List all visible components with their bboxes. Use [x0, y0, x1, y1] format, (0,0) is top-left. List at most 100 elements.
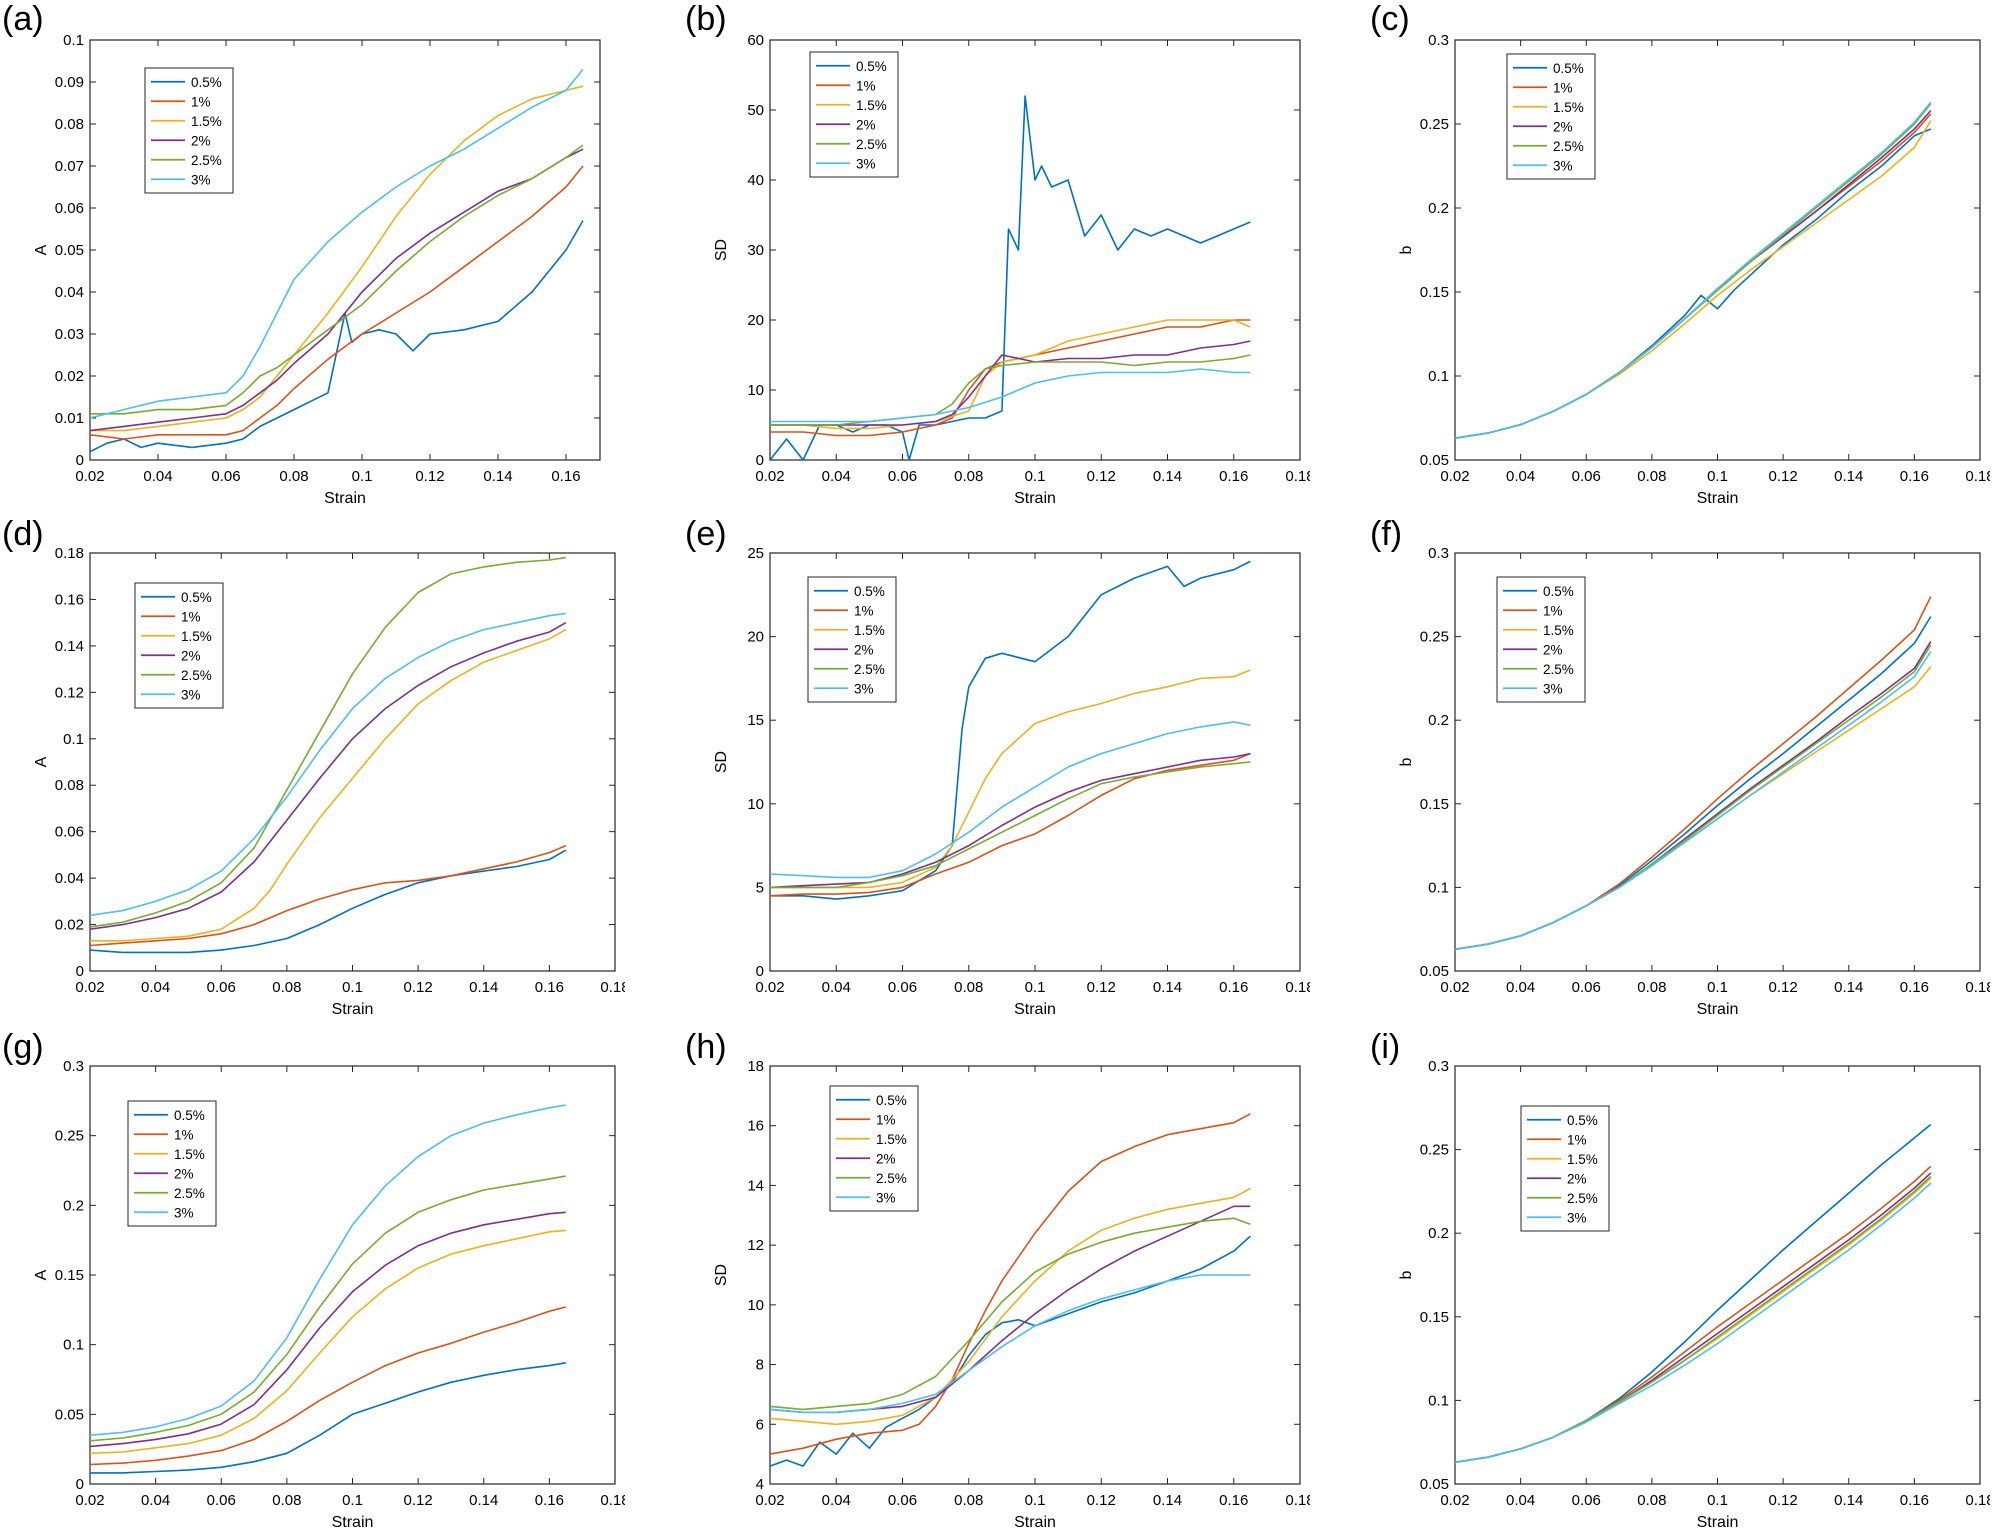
x-tick-label: 0.18	[1285, 468, 1310, 485]
y-tick-label: 20	[747, 312, 764, 329]
x-tick-label: 0.06	[1572, 468, 1601, 485]
x-tick-label: 0.14	[469, 979, 498, 996]
legend-entry: 2.5%	[1567, 1191, 1598, 1206]
x-tick-label: 0.14	[1834, 1492, 1863, 1509]
legend-entry: 1%	[856, 78, 876, 93]
x-tick-label: 0.16	[535, 979, 564, 996]
y-tick-label: 0	[756, 963, 764, 980]
legend-entry: 2%	[191, 133, 211, 148]
y-tick-label: 50	[747, 102, 764, 119]
x-tick-label: 0.14	[1153, 1492, 1182, 1509]
legend: 0.5% 1% 1.5% 2% 2.5% 3%	[807, 576, 897, 703]
legend-entry: 1%	[1567, 1132, 1587, 1147]
series-line-0.5%	[770, 1235, 1251, 1467]
y-tick-label: 16	[747, 1118, 764, 1135]
legend: 0.5% 1% 1.5% 2% 2.5% 3%	[829, 1085, 919, 1212]
legend-box	[127, 1100, 217, 1227]
x-tick-label: 0.14	[483, 468, 512, 485]
legend-entry: 0.5%	[174, 1108, 205, 1123]
series-line-0.5%	[90, 849, 567, 954]
legend-entry: 3%	[181, 687, 201, 702]
y-tick-label: 0.2	[1428, 1225, 1449, 1242]
chart-e: 0.02 0.04 0.06 0.08 0.1 0.12 0.14 0.16 0.18 0 5 10 1…	[713, 545, 1310, 1018]
y-tick-label: 60	[747, 32, 764, 49]
x-tick-label: 0.04	[143, 468, 172, 485]
chart-c: 0.02 0.04 0.06 0.08 0.1 0.12 0.14 0.16 0.18 0.05 0…	[1398, 32, 1990, 507]
y-tick-label: 0.04	[55, 870, 84, 887]
y-tick-label: 0.15	[1420, 1309, 1449, 1326]
series-line-1%	[770, 1113, 1251, 1455]
series-line-1%	[770, 752, 1251, 897]
y-tick-label: 6	[756, 1416, 764, 1433]
legend-entry: 0.5%	[1543, 584, 1574, 599]
legend-entry: 0.5%	[856, 59, 887, 74]
legend-entry: 1.5%	[1567, 1152, 1598, 1167]
x-tick-label: 0.18	[1965, 468, 1990, 485]
x-tick-label: 0.08	[279, 468, 308, 485]
panel-label-g: (g)	[2, 1028, 44, 1066]
series-line-3%	[1455, 651, 1932, 951]
y-tick-label: 0.03	[55, 326, 84, 343]
y-axis-label: b	[1398, 245, 1415, 254]
x-tick-label: 0.18	[1965, 1492, 1990, 1509]
y-tick-label: 0.1	[63, 32, 84, 49]
x-tick-label: 0.08	[272, 979, 301, 996]
legend-entry: 3%	[876, 1190, 896, 1205]
series-line-1.5%	[90, 628, 567, 942]
x-tick-label: 0.02	[755, 1492, 784, 1509]
legend: 0.5% 1% 1.5% 2% 2.5% 3%	[134, 582, 224, 709]
y-tick-label: 0.08	[55, 777, 84, 794]
y-tick-label: 0.05	[55, 242, 84, 259]
series-line-0.5%	[90, 1362, 566, 1474]
x-tick-label: 0.06	[207, 1492, 236, 1509]
legend-entry: 1.5%	[1543, 623, 1574, 638]
legend-entry: 2.5%	[181, 668, 212, 683]
y-axis-label: SD	[713, 751, 730, 773]
x-tick-label: 0.18	[1965, 979, 1990, 996]
x-tick-label: 0.1	[342, 979, 363, 996]
legend-entry: 3%	[1553, 158, 1573, 173]
series-line-2.5%	[770, 761, 1251, 889]
y-tick-label: 0.12	[55, 684, 84, 701]
legend-entry: 0.5%	[1567, 1113, 1598, 1128]
x-tick-label: 0.02	[755, 979, 784, 996]
x-tick-label: 0.04	[822, 979, 851, 996]
x-axis-label: Strain	[1697, 1001, 1739, 1018]
y-tick-label: 18	[747, 1058, 764, 1075]
series-line-2%	[770, 340, 1251, 426]
y-tick-label: 0.09	[55, 74, 84, 91]
y-tick-label: 0.02	[55, 917, 84, 934]
x-tick-label: 0.08	[272, 1492, 301, 1509]
y-tick-label: 0.16	[55, 591, 84, 608]
y-axis-label: b	[1398, 757, 1415, 766]
legend-entry: 0.5%	[191, 75, 222, 90]
x-tick-label: 0.04	[1506, 468, 1535, 485]
y-tick-label: 0.05	[55, 1406, 84, 1423]
panel-label-h: (h)	[685, 1028, 727, 1066]
y-tick-label: 0.1	[1428, 1392, 1449, 1409]
legend-entry: 3%	[191, 172, 211, 187]
x-tick-label: 0.08	[1637, 1492, 1666, 1509]
x-tick-label: 0.1	[1707, 979, 1728, 996]
series-line-3%	[770, 721, 1251, 879]
legend-entry: 2.5%	[854, 662, 885, 677]
x-tick-label: 0.18	[600, 1492, 625, 1509]
legend-entry: 0.5%	[181, 590, 212, 605]
legend-entry: 1.5%	[191, 114, 222, 129]
legend-entry: 2%	[854, 642, 874, 657]
x-tick-label: 0.1	[1025, 1492, 1046, 1509]
legend-entry: 2%	[1553, 119, 1573, 134]
y-axis-label: b	[1398, 1270, 1415, 1279]
y-axis-label: SD	[713, 1264, 730, 1286]
chart-a: 0.02 0.04 0.06 0.08 0.1 0.12 0.14 0.16 0 0.01 0.02…	[33, 32, 601, 507]
x-tick-label: 0.02	[75, 468, 104, 485]
legend-entry: 2.5%	[191, 153, 222, 168]
x-tick-label: 0.12	[404, 979, 433, 996]
x-tick-label: 0.08	[954, 1492, 983, 1509]
x-tick-label: 0.16	[1900, 468, 1929, 485]
x-tick-label: 0.16	[535, 1492, 564, 1509]
y-tick-label: 15	[747, 712, 764, 729]
legend-entry: 1%	[174, 1127, 194, 1142]
x-tick-label: 0.14	[1834, 979, 1863, 996]
x-tick-label: 0.12	[1769, 468, 1798, 485]
